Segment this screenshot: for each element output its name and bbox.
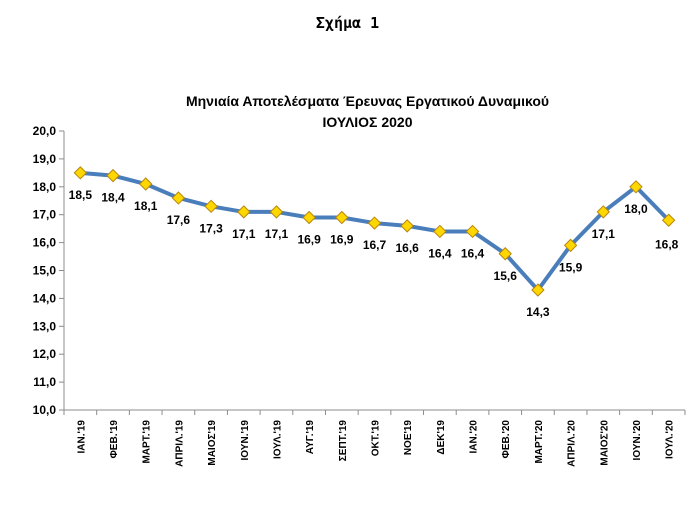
x-tick-label: ΜΑΡΤ.'19 xyxy=(142,420,153,464)
x-tick-label: ΦΕΒ.'19 xyxy=(109,420,120,459)
x-tick-label: ΣΕΠΤ.'19 xyxy=(338,420,349,462)
data-point-marker xyxy=(171,191,186,205)
x-tick-label: ΙΟΥΛ.'19 xyxy=(272,420,283,459)
data-label: 17,3 xyxy=(199,221,223,235)
data-label: 16,9 xyxy=(297,232,321,246)
y-tick-label: 14,0 xyxy=(33,291,57,305)
x-tick-label: ΜΑΙΟΣ'19 xyxy=(207,420,218,466)
data-point-marker xyxy=(661,213,676,227)
x-tick-label: ΜΑΡΤ.'20 xyxy=(534,420,545,464)
x-tick-label: ΙΟΥΝ.'19 xyxy=(240,420,251,461)
data-point-marker xyxy=(433,224,447,239)
data-label: 16,4 xyxy=(428,246,452,260)
data-label: 16,6 xyxy=(396,241,420,255)
data-point-marker xyxy=(237,205,251,219)
figure-caption: Σχήμα 1 xyxy=(315,14,380,32)
y-tick-label: 17,0 xyxy=(33,208,57,222)
data-point-marker xyxy=(531,283,545,297)
y-tick-label: 16,0 xyxy=(33,236,57,250)
y-tick-label: 20,0 xyxy=(33,124,57,138)
data-label: 16,8 xyxy=(655,237,679,251)
x-tick-label: ΟΚΤ.'19 xyxy=(371,420,382,457)
data-label: 16,9 xyxy=(330,232,354,246)
y-tick-label: 19,0 xyxy=(33,152,57,166)
y-axis-ticks: 10,0 11,0 12,0 13,0 14,0 15,0 16,0 17,0 18,0 19,0… xyxy=(33,124,64,417)
chart-subtitle: ΙΟΥΛΙΟΣ 2020 xyxy=(322,114,413,130)
y-tick-label: 15,0 xyxy=(33,264,57,278)
data-label: 17,6 xyxy=(167,213,191,227)
x-tick-label: ΦΕΒ.'20 xyxy=(501,420,512,459)
data-label: 15,9 xyxy=(559,260,583,274)
data-label: 14,3 xyxy=(526,305,550,319)
data-label: 18,5 xyxy=(69,188,93,202)
data-label: 17,1 xyxy=(265,227,289,241)
x-axis-ticks: ΙΑΝ.'19 ΦΕΒ.'19 ΜΑΡΤ.'19 ΑΠΡΙΛ.'19 ΜΑΙΟΣ'19 Ι… xyxy=(63,410,686,467)
data-label: 16,4 xyxy=(461,246,485,260)
x-tick-label: ΑΠΡΙΛ.'20 xyxy=(567,420,578,467)
data-point-marker xyxy=(629,180,643,194)
data-label: 18,1 xyxy=(134,199,158,213)
data-point-marker xyxy=(139,177,153,191)
series-markers xyxy=(73,166,676,297)
data-point-marker xyxy=(204,199,218,214)
data-point-marker xyxy=(269,205,284,219)
data-point-marker xyxy=(335,210,349,225)
data-point-marker xyxy=(465,224,480,239)
y-tick-label: 12,0 xyxy=(33,347,57,361)
x-tick-label: ΑΥΓ.'19 xyxy=(305,420,316,455)
x-tick-label: ΑΠΡΙΛ.'19 xyxy=(174,420,185,467)
x-tick-label: ΜΑΙΟΣ'20 xyxy=(599,420,610,466)
x-tick-label: ΙΟΥΝ.'20 xyxy=(632,420,643,461)
data-label: 18,4 xyxy=(101,191,125,205)
x-tick-label: ΙΑΝ.'19 xyxy=(76,420,87,454)
data-point-marker xyxy=(73,166,88,180)
data-point-marker xyxy=(498,247,512,261)
data-label: 17,1 xyxy=(592,227,616,241)
data-point-marker xyxy=(400,219,414,233)
y-tick-label: 10,0 xyxy=(33,403,57,417)
data-point-marker xyxy=(563,238,578,253)
data-label: 16,7 xyxy=(363,238,387,252)
y-tick-label: 13,0 xyxy=(33,319,57,333)
data-label: 17,1 xyxy=(232,227,256,241)
data-point-marker xyxy=(302,210,316,225)
y-tick-label: 18,0 xyxy=(33,180,57,194)
data-point-marker xyxy=(106,168,120,183)
data-label: 18,0 xyxy=(624,202,648,216)
x-tick-label: ΔΕΚ'19 xyxy=(436,420,447,455)
chart-axes xyxy=(63,131,685,411)
x-tick-label: ΝΟΕ'19 xyxy=(403,420,414,456)
chart-title: Μηνιαία Αποτελέσματα Έρευνας Εργατικού Δ… xyxy=(185,93,550,109)
data-label: 15,6 xyxy=(494,269,518,283)
data-point-marker xyxy=(596,205,610,219)
y-tick-label: 11,0 xyxy=(33,375,56,389)
data-labels: 18,5 18,4 18,1 17,6 17,3 17,1 17,1 16,9 16,9 16,7… xyxy=(69,188,679,319)
x-tick-label: ΙΑΝ.'20 xyxy=(469,420,480,454)
x-tick-label: ΙΟΥΛ.'20 xyxy=(665,420,676,459)
data-point-marker xyxy=(367,216,382,230)
